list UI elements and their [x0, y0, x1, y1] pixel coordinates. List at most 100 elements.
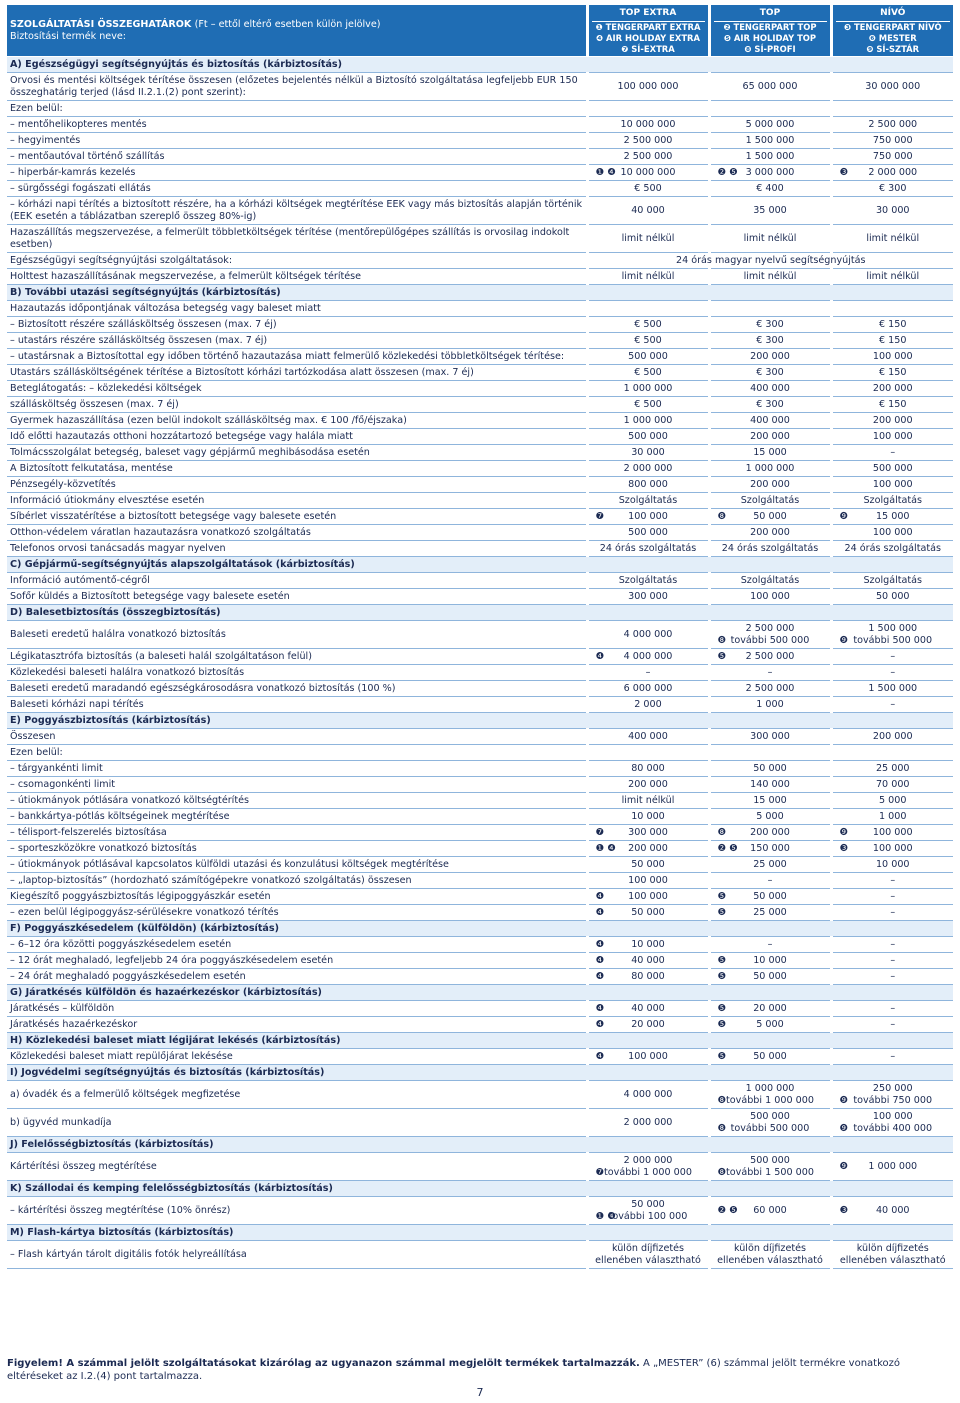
product-marker: ❸ [839, 842, 849, 854]
limits-table: SZOLGÁLTATÁSI ÖSSZEGHATÁROK (Ft – ettől … [7, 5, 953, 1269]
value-cell: 1 500 000 [707, 148, 831, 165]
product-marker: ❽ [717, 1094, 727, 1106]
value-cell: 1 000 [707, 696, 831, 713]
cell-value: – [890, 954, 896, 966]
table-row: Beteglátogatás: – közlekedési költségek 1… [7, 380, 953, 397]
value-cell: 10 000 000 [585, 116, 709, 133]
value-cell: Szolgáltatás [707, 492, 831, 509]
value-cell: ❸ 2 000 000 [829, 164, 953, 181]
cell-value: 200 000 [750, 826, 790, 838]
section-title: H) Közlekedési baleset miatt légijárat l… [7, 1032, 953, 1049]
row-label: – sporteszközökre vonatkozó biztosítás [7, 840, 587, 857]
cell-value: 100 000 [872, 478, 913, 490]
value-cell: 200 000 [707, 428, 831, 445]
value-cell: 1 500 000 [829, 680, 953, 697]
row-label: Kiegészítő poggyászbiztosítás légipoggyá… [7, 888, 587, 905]
cell-value: 24 órás szolgáltatás [721, 542, 819, 554]
cell-value: 2 500 000 [623, 134, 673, 146]
product-marker: ❹ [595, 1050, 605, 1062]
empty-cell [707, 100, 831, 117]
value-cell: ❹ 40 000 [585, 952, 709, 969]
cell-value: 200 000 [628, 842, 668, 854]
value-cell: 250 000 ❾ további 750 000 [829, 1080, 953, 1109]
cell-line: ❾ további 750 000 [836, 1095, 951, 1107]
cell-value: 250 000 [872, 1082, 913, 1094]
product-marker: ❼ [595, 1166, 605, 1178]
value-cell: limit nélkül [829, 224, 953, 253]
product-marker: ❼ [595, 826, 605, 838]
header-row: SZOLGÁLTATÁSI ÖSSZEGHATÁROK (Ft – ettől … [7, 5, 953, 57]
value-cell: ❸ 100 000 [829, 840, 953, 857]
header-column: NÍVÓ ❸ TENGERPART NÍVÓ ❻ MESTER ❾ SÍ-SZTÁR [829, 5, 953, 57]
section-title: I) Jogvédelmi segítségnyújtás és biztosí… [7, 1064, 953, 1081]
cell-value: 1 500 000 [745, 150, 795, 162]
cell-value: limit nélkül [621, 232, 675, 244]
empty-cell [829, 100, 953, 117]
value-cell: ❾ 1 000 000 [829, 1152, 953, 1181]
value-cell: 30 000 000 [829, 72, 953, 101]
spanning-value: 24 órás magyar nyelvű segítségnyújtás [585, 252, 953, 269]
cell-value: további 500 000 [730, 1122, 810, 1134]
row-label: – hiperbár-kamrás kezelés [7, 164, 587, 181]
value-cell: 200 000 [707, 348, 831, 365]
value-cell: ❹ 50 000 [585, 904, 709, 921]
section-row: C) Gépjármű-segítségnyújtás alapszolgált… [7, 556, 953, 573]
cell-value: további 1 000 000 [726, 1094, 814, 1106]
cell-value: 2 000 [634, 698, 662, 710]
cell-value: 2 000 000 [868, 166, 918, 178]
section-row: F) Poggyászkésedelem (külföldön) (kárbiz… [7, 920, 953, 937]
table-row: Egészségügyi segítségnyújtási szolgáltat… [7, 252, 953, 269]
table-row: – utastársnak a Biztosítottal egy időben… [7, 348, 953, 365]
cell-line: ❹ 20 000 [592, 1019, 705, 1031]
value-cell: ❶ ❹ 10 000 000 [585, 164, 709, 181]
value-cell: ❹ 20 000 [585, 1016, 709, 1033]
value-cell: 4 000 000 [585, 1080, 709, 1109]
row-label: Ezen belül: [7, 744, 587, 761]
row-label: a) óvadék és a felmerülő költségek megfi… [7, 1080, 587, 1109]
row-label: Légikatasztrófa biztosítás (a baleseti h… [7, 648, 587, 665]
value-cell: 100 000 [829, 428, 953, 445]
table-row: – ezen belül légipoggyász-sérülésekre vo… [7, 904, 953, 921]
table-row: Ezen belül: [7, 744, 953, 761]
cell-value: Szolgáltatás [740, 574, 800, 586]
cell-value: 200 000 [872, 730, 913, 742]
value-cell: külön díjfizetés ellenében választható [829, 1240, 953, 1269]
value-cell: ❷ ❺ 60 000 [707, 1196, 831, 1225]
table-row: Otthon-védelem váratlan hazautazásra von… [7, 524, 953, 541]
cell-value: 10 000 [875, 858, 910, 870]
value-cell: 200 000 [829, 380, 953, 397]
product-marker: ❸ [839, 166, 849, 178]
value-cell: 1 000 000 [585, 412, 709, 429]
cell-value: ellenében választható [839, 1254, 946, 1266]
value-cell: 40 000 [585, 196, 709, 225]
value-cell: 2 000 000 [585, 1108, 709, 1137]
cell-line: ❼ további 1 000 000 [592, 1167, 705, 1179]
value-cell: ❾ 100 000 [829, 824, 953, 841]
value-cell: 400 000 [585, 728, 709, 745]
product-marker: ❸ [839, 1204, 849, 1216]
column-name: NÍVÓ [835, 7, 950, 22]
cell-value: 50 000 [631, 858, 665, 870]
cell-value: 15 000 [753, 794, 787, 806]
cell-line: ❸ 40 000 [836, 1205, 951, 1217]
value-cell: € 500 [585, 396, 709, 413]
value-cell: ❺ 2 500 000 [707, 648, 831, 665]
value-cell: – [829, 888, 953, 905]
product-marker: ❺ [717, 1050, 727, 1062]
table-row: – kártérítési összeg megtérítése (10% ön… [7, 1196, 953, 1225]
product-marker: ❷ ❺ [717, 1204, 738, 1216]
value-cell: 2 500 000 [585, 148, 709, 165]
product-marker: ❺ [717, 906, 727, 918]
product-marker: ❾ [839, 826, 849, 838]
table-row: Tolmácsszolgálat betegség, baleset vagy … [7, 444, 953, 461]
cell-value: 50 000 [753, 1050, 787, 1062]
cell-value: 20 000 [631, 1018, 665, 1030]
footer-note: A „MESTER” (6) számmal jelölt termékre v… [7, 1358, 901, 1382]
table-row: – kórházi napi térítés a biztosított rés… [7, 196, 953, 225]
cell-value: limit nélkül [621, 794, 675, 806]
value-cell: külön díjfizetés ellenében választható [585, 1240, 709, 1269]
cell-line: ❶ ❹ 10 000 000 [592, 167, 705, 179]
row-label: – mentőhelikopteres mentés [7, 116, 587, 133]
cell-value: 10 000 [631, 938, 665, 950]
